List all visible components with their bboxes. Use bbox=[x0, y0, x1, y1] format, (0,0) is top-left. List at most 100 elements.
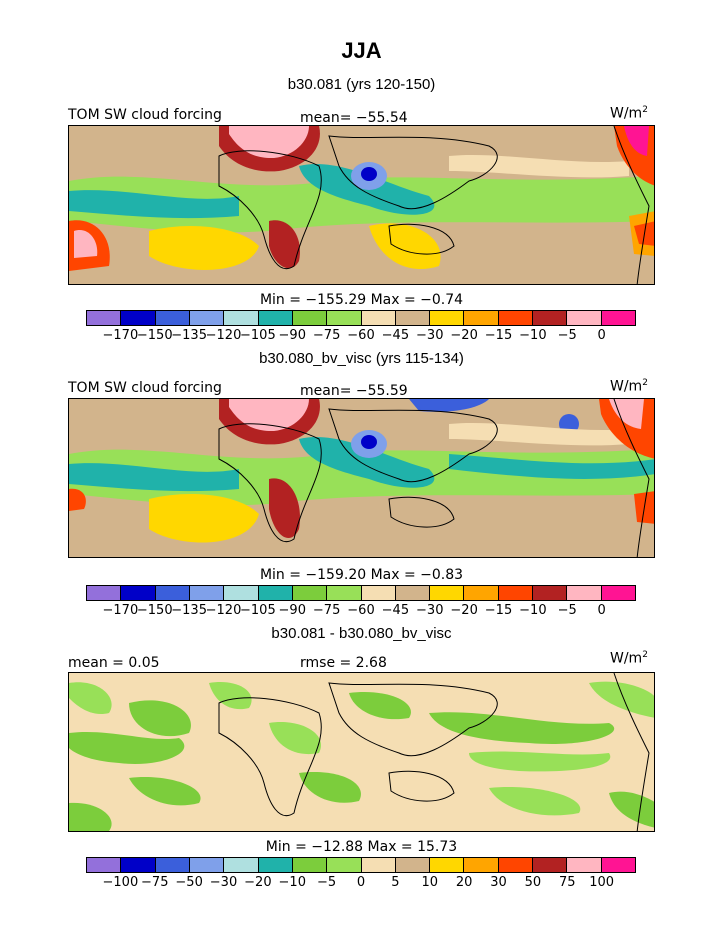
colorbar-tick-label: −30 bbox=[416, 328, 444, 343]
colorbar-swatch bbox=[601, 858, 635, 872]
colorbar-tick-label: −75 bbox=[312, 328, 341, 343]
colorbar-tick-label: −20 bbox=[450, 603, 478, 618]
colorbar-swatch bbox=[155, 858, 190, 872]
colorbar-tick-label: −10 bbox=[278, 875, 306, 890]
colorbar-tick-label: −90 bbox=[278, 603, 306, 618]
colorbar-swatch bbox=[327, 311, 362, 325]
colorbar-tick-label: −60 bbox=[347, 328, 375, 343]
colorbar-swatch bbox=[155, 586, 190, 600]
colorbar-swatch bbox=[498, 311, 534, 325]
colorbar-swatch bbox=[189, 311, 225, 325]
colorbar-tick-label: −50 bbox=[175, 875, 203, 890]
colorbar-tick-label: 100 bbox=[589, 875, 615, 890]
colorbar-swatch bbox=[533, 858, 568, 872]
panel3-map bbox=[68, 672, 655, 832]
colorbar-tick-label: −75 bbox=[141, 875, 169, 890]
colorbar-tick-label: 0 bbox=[597, 328, 606, 343]
colorbar-swatch bbox=[567, 858, 602, 872]
colorbar-swatch bbox=[430, 586, 465, 600]
colorbar-swatch bbox=[498, 586, 534, 600]
colorbar-swatch bbox=[601, 586, 635, 600]
colorbar-swatch bbox=[464, 311, 499, 325]
colorbar-swatch bbox=[292, 858, 328, 872]
colorbar-swatch bbox=[224, 311, 259, 325]
colorbar-swatch bbox=[121, 311, 156, 325]
colorbar-swatch bbox=[87, 311, 122, 325]
panel3-colorbar bbox=[86, 857, 636, 873]
panel3-subtitle: b30.081 - b30.080_bv_visc bbox=[271, 625, 452, 642]
colorbar-swatch bbox=[361, 586, 396, 600]
colorbar-swatch bbox=[567, 311, 602, 325]
panel3-mean-label: mean = 0.05 bbox=[68, 655, 160, 671]
panel2-colorbar-ticks: −170 −150 −135 −120 −105 −90 −75 −60 −45 −30 −20 −1… bbox=[86, 603, 636, 621]
panel1-map bbox=[68, 125, 655, 285]
colorbar-swatch bbox=[533, 586, 568, 600]
colorbar-tick-label: −150 bbox=[136, 328, 173, 343]
colorbar-swatch bbox=[395, 311, 431, 325]
panel3-rmse-label: rmse = 2.68 bbox=[300, 655, 387, 671]
panel1-mean-label: mean= −55.54 bbox=[300, 110, 408, 126]
colorbar-swatch bbox=[327, 858, 362, 872]
colorbar-swatch bbox=[327, 586, 362, 600]
colorbar-tick-label: 50 bbox=[524, 875, 542, 890]
colorbar-swatch bbox=[292, 586, 328, 600]
colorbar-tick-label: −90 bbox=[278, 328, 306, 343]
colorbar-tick-label: −60 bbox=[347, 603, 375, 618]
colorbar-tick-label: −5 bbox=[557, 328, 577, 343]
colorbar-tick-label: −100 bbox=[102, 875, 139, 890]
colorbar-tick-label: −5 bbox=[317, 875, 337, 890]
colorbar-tick-label: −135 bbox=[171, 603, 207, 618]
colorbar-tick-label: −45 bbox=[381, 603, 410, 618]
colorbar-swatch bbox=[361, 858, 396, 872]
colorbar-tick-label: −105 bbox=[240, 603, 276, 618]
colorbar-tick-label: −5 bbox=[557, 603, 577, 618]
colorbar-tick-label: −170 bbox=[102, 328, 139, 343]
panel1-colorbar-ticks: −170 −150 −135 −120 −105 −90 −75 −60 −45 −30 −20 −1… bbox=[86, 328, 636, 346]
colorbar-tick-label: 0 bbox=[356, 875, 366, 890]
colorbar-tick-label: −10 bbox=[519, 603, 547, 618]
panel2-field-label: TOM SW cloud forcing bbox=[68, 380, 222, 396]
colorbar-swatch bbox=[464, 586, 499, 600]
colorbar-swatch bbox=[464, 858, 499, 872]
colorbar-tick-label: 0 bbox=[597, 603, 606, 618]
page-title: JJA bbox=[341, 38, 382, 63]
panel3-units: W/m2 bbox=[610, 650, 648, 667]
panel1-colorbar bbox=[86, 310, 636, 326]
colorbar-tick-label: −20 bbox=[244, 875, 272, 890]
colorbar-tick-label: −75 bbox=[312, 603, 341, 618]
colorbar-tick-label: −120 bbox=[205, 603, 242, 618]
colorbar-swatch bbox=[361, 311, 396, 325]
colorbar-swatch bbox=[121, 858, 156, 872]
colorbar-swatch bbox=[395, 586, 431, 600]
colorbar-tick-label: 10 bbox=[421, 875, 439, 890]
panel2-subtitle: b30.080_bv_visc (yrs 115-134) bbox=[259, 350, 464, 367]
colorbar-swatch bbox=[430, 311, 465, 325]
colorbar-swatch bbox=[155, 311, 190, 325]
colorbar-swatch bbox=[292, 311, 328, 325]
panel2-minmax: Min = −159.20 Max = −0.83 bbox=[259, 567, 464, 583]
panel1-subtitle: b30.081 (yrs 120-150) bbox=[287, 76, 436, 93]
colorbar-swatch bbox=[189, 586, 225, 600]
colorbar-tick-label: −30 bbox=[209, 875, 238, 890]
colorbar-tick-label: −120 bbox=[205, 328, 242, 343]
colorbar-swatch bbox=[224, 586, 259, 600]
panel3-minmax: Min = −12.88 Max = 15.73 bbox=[265, 839, 458, 855]
colorbar-swatch bbox=[567, 586, 602, 600]
panel2-mean-label: mean= −55.59 bbox=[300, 383, 408, 399]
colorbar-swatch bbox=[430, 858, 465, 872]
colorbar-tick-label: −135 bbox=[171, 328, 207, 343]
panel2-units: W/m2 bbox=[610, 378, 648, 395]
panel3-colorbar-ticks: −100 −75 −50 −30 −20 −10 −5 0 5 10 20 30 50 75 100 bbox=[86, 875, 636, 893]
colorbar-tick-label: −15 bbox=[484, 328, 513, 343]
colorbar-swatch bbox=[533, 311, 568, 325]
panel1-minmax: Min = −155.29 Max = −0.74 bbox=[259, 292, 464, 308]
colorbar-tick-label: −150 bbox=[136, 603, 173, 618]
colorbar-tick-label: −15 bbox=[484, 603, 513, 618]
colorbar-swatch bbox=[87, 858, 122, 872]
panel2-map bbox=[68, 398, 655, 558]
colorbar-swatch bbox=[601, 311, 635, 325]
colorbar-swatch bbox=[258, 586, 293, 600]
colorbar-tick-label: 5 bbox=[391, 875, 400, 890]
colorbar-tick-label: −105 bbox=[240, 328, 276, 343]
colorbar-tick-label: 30 bbox=[490, 875, 507, 890]
